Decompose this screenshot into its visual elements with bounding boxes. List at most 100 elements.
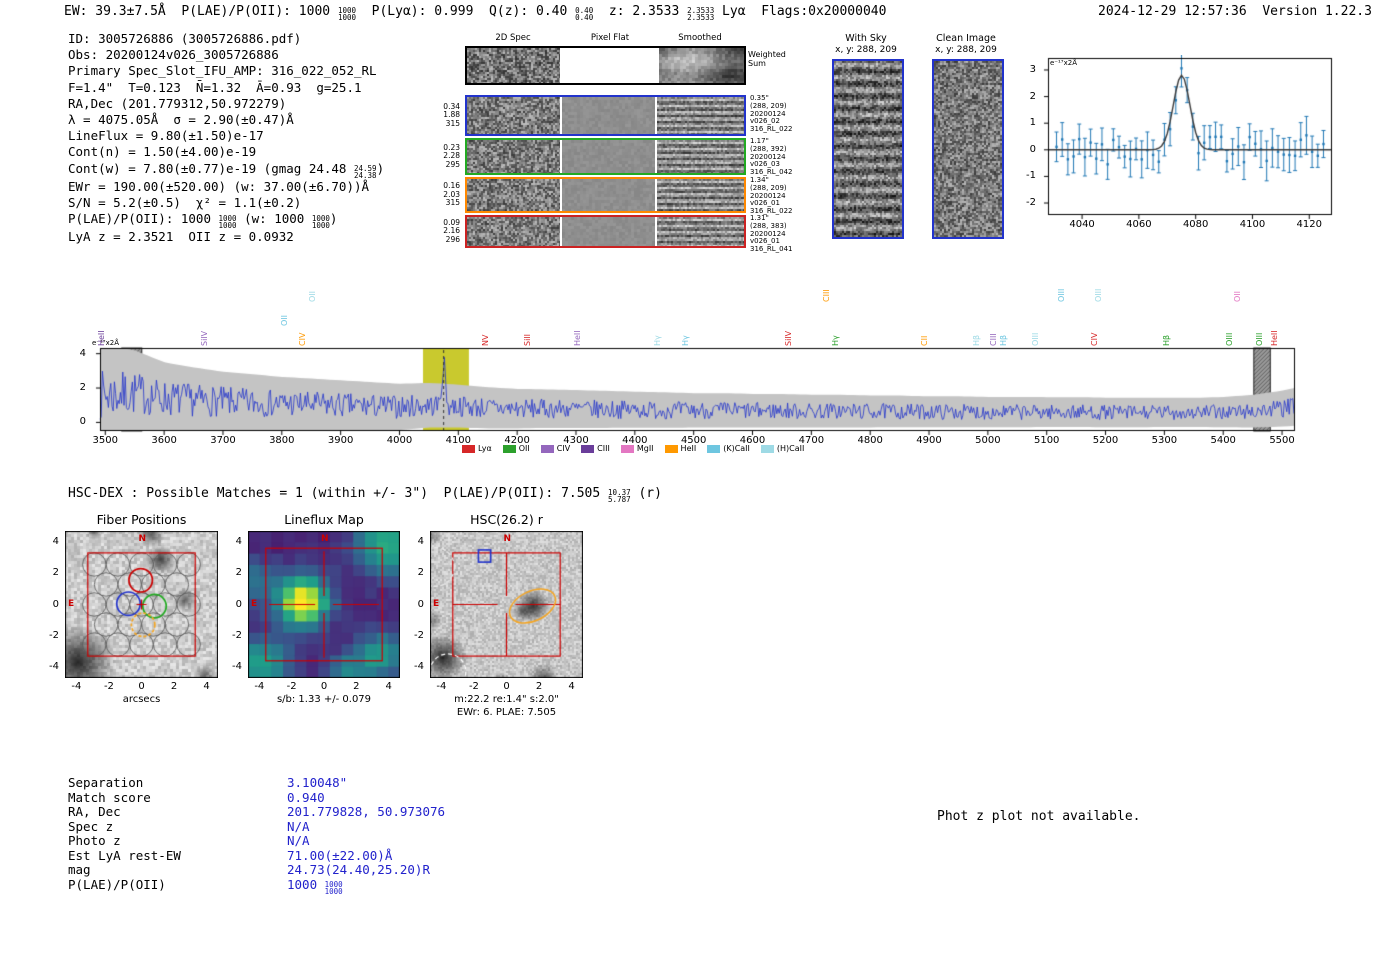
x-tick-label: -4 — [71, 681, 82, 692]
fiber-row-right-labels: 1.17" (288, 392) 20200124 v026_03 316_RL_042 — [750, 137, 793, 177]
fiber-row-right-label: (288, 383) — [750, 221, 787, 230]
hsc-match-header-stack-top: 10.37 — [608, 488, 631, 497]
legend-swatch — [760, 444, 774, 453]
y-tick-label: 2 — [52, 567, 59, 579]
x-tick-label: -2 — [286, 681, 297, 692]
x-tick-label: 2 — [170, 681, 178, 692]
info-line-stack-bottom: 24.38 — [353, 170, 377, 180]
fiber-row-right-labels: 1.34" (288, 209) 20200124 v026_01 316_RL_022 — [750, 176, 793, 216]
x-tick-label: -2 — [468, 681, 479, 692]
emission-line-label: OIII — [1093, 288, 1103, 302]
y-tick-label: 0 — [235, 598, 242, 610]
lineflux-caption: s/b: 1.33 +/- 0.079 — [276, 694, 372, 705]
info-line: Cont(n) = 1.50(±4.00)e-19 — [68, 144, 257, 160]
legend-swatch — [502, 444, 516, 453]
legend-label: (H)CaII — [776, 444, 805, 453]
emission-line-label: Hβ — [999, 334, 1009, 346]
lineflux-image — [248, 531, 400, 678]
legend-label: MgII — [636, 444, 654, 453]
fiber-row-pixelflat-image — [562, 97, 655, 134]
emission-line-label: OII — [308, 290, 318, 302]
fiber-row-left-labels: 0.34 1.88 315 — [436, 102, 460, 129]
weighted-sum-label-line2: Sum — [748, 59, 766, 68]
y-tick-label: 0 — [79, 416, 86, 428]
sky-panel-title: Clean Image — [936, 33, 996, 44]
emission-line-label: SiII — [522, 333, 532, 346]
compass-east-label: E — [251, 598, 258, 609]
line-fit-canvas — [1040, 55, 1340, 220]
x-tick-label: -2 — [103, 681, 114, 692]
summary-header-stack: 2.3533 2.3533 — [687, 6, 715, 22]
timestamp-version: 2024-12-29 12:57:36 Version 1.22.3 — [1098, 4, 1372, 19]
x-tick-label: 3600 — [151, 435, 177, 446]
x-tick-label: 4100 — [1239, 219, 1266, 230]
x-tick-label: 4 — [568, 681, 575, 692]
fiber-row-right-label: 0.35" — [750, 94, 769, 102]
info-line: ID: 3005726886 (3005726886.pdf) — [68, 31, 302, 46]
x-tick-label: 3500 — [92, 435, 118, 446]
y-tick-label: 2 — [417, 567, 424, 579]
fiber-row-right-label: (288, 209) — [750, 183, 787, 192]
fiber-row-left-label: 315 — [445, 198, 460, 207]
fiber-row-smoothed-image — [657, 97, 744, 134]
summary-header-text: Lyα Flags:0x20000040 — [714, 4, 887, 19]
fiber-row-right-label: v026_02 — [750, 117, 780, 126]
summary-header-stack: 1000 1000 — [337, 7, 356, 22]
x-tick-label: -4 — [254, 681, 265, 692]
emission-line-label: CIII — [822, 289, 832, 302]
fiber-row-right-label: v026_01 — [750, 199, 780, 208]
fiber-row-pixelflat-image — [562, 217, 655, 246]
y-tick-label: 2 — [79, 382, 86, 394]
fiber-row-left-label: 0.16 — [443, 181, 460, 190]
emission-line-label: Hβ — [972, 334, 982, 346]
summary-header-stack-bottom: 1000 — [337, 13, 356, 22]
legend-item: (H)CaII — [760, 444, 805, 453]
fiber-row-right-labels: 1.31" (288, 383) 20200124 v026_01 316_RL_041 — [750, 214, 793, 254]
legend-item: CIII — [581, 444, 610, 453]
photz-notice: Phot z plot not available. — [937, 809, 1141, 824]
summary-header-stack-bottom: 0.40 — [575, 13, 594, 22]
x-tick-label: 5200 — [1092, 435, 1119, 446]
info-line: P(LAE)/P(OII): 1000 1000 1000 (w: 1000 10… — [68, 211, 384, 229]
summary-header-text: z: 2.3533 — [593, 4, 688, 19]
y-tick-label: -4 — [49, 661, 59, 673]
fiber-row-2dspec-image — [467, 97, 560, 134]
fiber-row-right-label: (288, 392) — [750, 144, 787, 153]
match-row-label: RA, Dec — [68, 804, 121, 819]
fiber-row-right-labels: 0.35" (288, 209) 20200124 v026_02 316_RL_022 — [750, 94, 793, 134]
x-tick-label: 4200 — [504, 435, 530, 446]
fiber-row-2dspec-image — [467, 217, 560, 246]
fiber-row-right-label: (288, 209) — [750, 101, 787, 110]
fiber-row-smoothed-image — [657, 140, 744, 173]
x-tick-label: 4 — [385, 681, 392, 692]
legend-swatch — [664, 444, 678, 453]
col-header-2dspec: 2D Spec — [495, 33, 531, 43]
weighted-2dspec-image — [467, 48, 560, 83]
fiber-row-smoothed-image — [657, 217, 744, 246]
match-row-label: Photo z — [68, 833, 121, 848]
x-tick-label: 4000 — [386, 435, 413, 446]
clean-image — [932, 59, 1004, 239]
emission-line-label: Hγ — [653, 335, 663, 346]
y-tick-label: -2 — [414, 629, 424, 641]
x-tick-label: 4900 — [916, 435, 942, 446]
y-tick-label: 4 — [235, 535, 242, 547]
y-tick-label: -2 — [232, 629, 242, 641]
legend-item: OII — [502, 444, 530, 453]
hsc-match-header-stack-bottom: 5.787 — [608, 495, 631, 504]
legend-label: OII — [518, 444, 530, 453]
summary-header-stack-top: 2.3533 — [687, 6, 715, 15]
info-line-stack-top: 24.59 — [353, 163, 377, 173]
summary-header-text: P(Lyα): 0.999 Q(z): 0.40 — [356, 4, 576, 19]
units-note: e⁻¹⁷x2Å — [1050, 59, 1077, 67]
x-tick-label: 4400 — [622, 435, 648, 446]
info-line-stack: 1000 1000 — [312, 215, 330, 230]
match-row-value-text: 1000 — [287, 876, 325, 892]
legend-item: HeII — [664, 444, 696, 453]
y-tick-label: 2 — [235, 567, 242, 579]
info-line: Cont(w) = 7.80(±0.77)e-19 (gmag 24.48 24… — [68, 161, 384, 179]
legend-item: (K)CaII — [707, 444, 750, 453]
fiber-row-smoothed-image — [657, 179, 744, 211]
hsc-match-header-stack: 10.37 5.787 — [608, 488, 631, 504]
x-tick-label: 5000 — [975, 435, 1001, 446]
